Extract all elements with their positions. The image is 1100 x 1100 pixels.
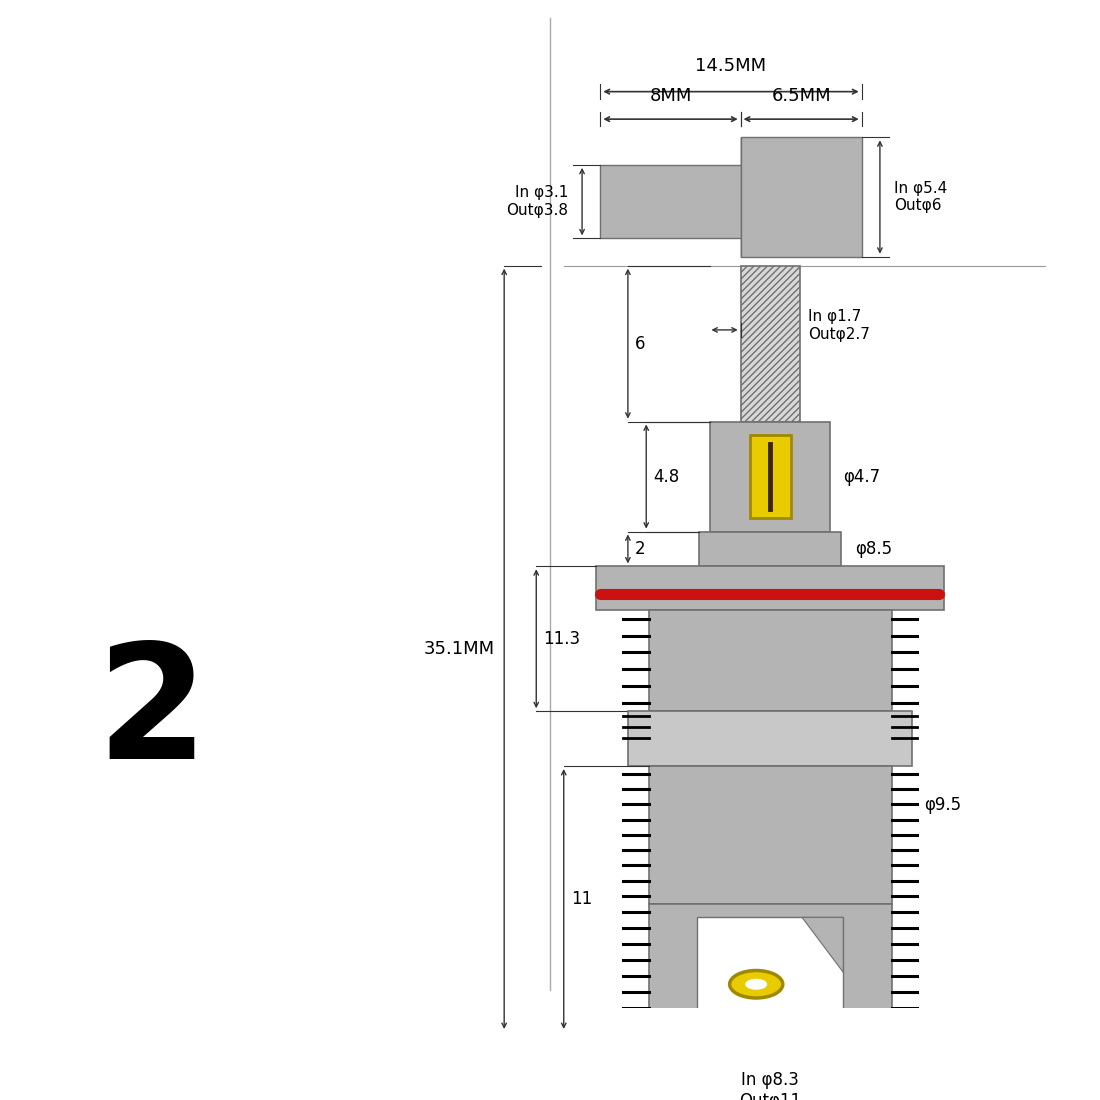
Text: φ9.5: φ9.5 — [924, 795, 961, 814]
Text: φ8.5: φ8.5 — [855, 540, 892, 558]
Text: In φ8.3
Outφ11: In φ8.3 Outφ11 — [739, 1071, 801, 1100]
Text: 2: 2 — [635, 540, 646, 558]
Bar — [649, 766, 892, 903]
Bar — [711, 421, 829, 531]
Polygon shape — [802, 917, 844, 972]
Text: 14.5MM: 14.5MM — [695, 57, 767, 75]
Bar — [601, 165, 740, 239]
Bar — [740, 266, 800, 421]
Bar — [649, 903, 892, 1032]
Ellipse shape — [745, 979, 767, 990]
Text: 6: 6 — [635, 334, 646, 353]
Text: 2: 2 — [97, 637, 208, 792]
Text: 8MM: 8MM — [649, 87, 692, 106]
Bar — [628, 711, 912, 766]
Ellipse shape — [729, 970, 783, 998]
Text: 6.5MM: 6.5MM — [771, 87, 830, 106]
Text: 4.8: 4.8 — [653, 468, 680, 485]
Text: φ4.7: φ4.7 — [844, 468, 880, 485]
Text: 11: 11 — [571, 890, 592, 908]
Bar — [740, 138, 861, 256]
Text: 11.3: 11.3 — [543, 629, 581, 648]
Bar — [700, 531, 842, 566]
Text: In φ3.1
Outφ3.8: In φ3.1 Outφ3.8 — [506, 186, 569, 218]
Bar — [696, 917, 844, 1023]
Bar — [596, 566, 944, 610]
Text: In φ1.7
Outφ2.7: In φ1.7 Outφ2.7 — [808, 309, 870, 341]
Bar — [750, 436, 791, 518]
Bar — [649, 610, 892, 711]
Text: 35.1MM: 35.1MM — [424, 640, 495, 658]
Text: In φ5.4
Outφ6: In φ5.4 Outφ6 — [893, 180, 947, 213]
